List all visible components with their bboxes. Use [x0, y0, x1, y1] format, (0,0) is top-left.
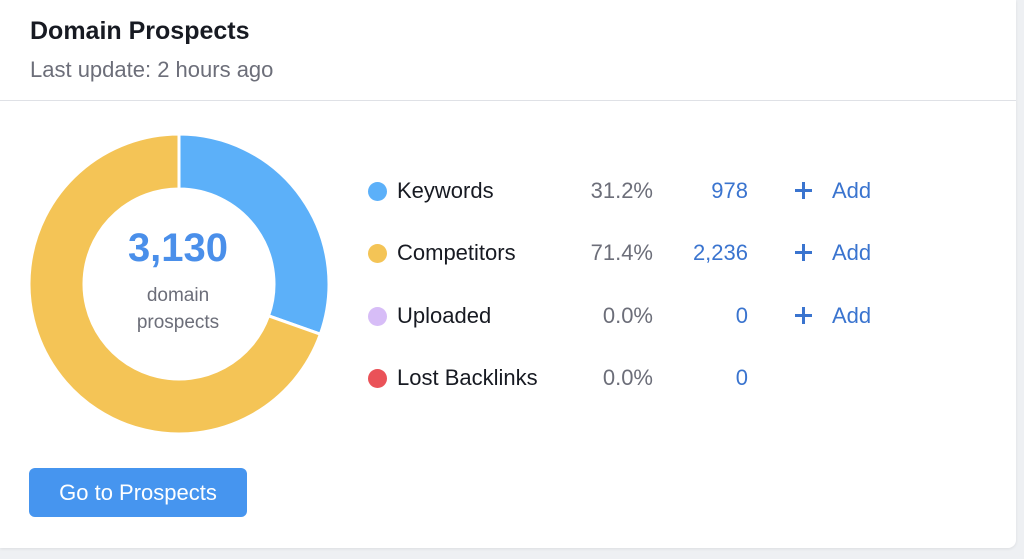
donut-slice-keywords[interactable] — [177, 133, 330, 337]
add-competitors-label: Add — [832, 240, 872, 265]
card-title: Domain Prospects — [30, 17, 250, 45]
total-prospects-label: domain prospects — [84, 282, 272, 336]
lost-backlinks-count-link[interactable]: 0 — [735, 365, 748, 390]
lost-backlinks-percent: 0.0% — [602, 365, 653, 390]
donut-center-summary: 3,130 domain prospects — [84, 228, 272, 336]
plus-icon — [795, 307, 812, 324]
uploaded-count-link[interactable]: 0 — [735, 303, 748, 328]
uploaded-percent: 0.0% — [602, 303, 653, 328]
total-label-line1: domain — [146, 285, 210, 306]
add-competitors-button[interactable]: Add — [795, 240, 871, 266]
go-to-prospects-button[interactable]: Go to Prospects — [29, 468, 247, 517]
card-header: Domain Prospects Last update: 2 hours ag… — [0, 0, 1016, 101]
competitors-count-link[interactable]: 2,236 — [692, 240, 748, 265]
add-uploaded-button[interactable]: Add — [795, 303, 871, 329]
keywords-color-dot — [368, 182, 387, 201]
legend-row-keywords: Keywords 31.2% 978 Add — [368, 171, 928, 211]
competitors-color-dot — [368, 244, 387, 263]
add-uploaded-label: Add — [832, 303, 872, 328]
uploaded-label: Uploaded — [397, 303, 492, 328]
donut-slice-competitors[interactable] — [28, 133, 323, 435]
keywords-count-link[interactable]: 978 — [711, 178, 748, 203]
legend-row-competitors: Competitors 71.4% 2,236 Add — [368, 233, 928, 273]
legend-row-uploaded: Uploaded 0.0% 0 Add — [368, 296, 928, 336]
domain-prospects-card: Domain Prospects Last update: 2 hours ag… — [0, 0, 1016, 548]
competitors-percent: 71.4% — [590, 240, 653, 265]
last-update-text: Last update: 2 hours ago — [30, 57, 274, 82]
plus-icon — [795, 244, 812, 261]
uploaded-color-dot — [368, 307, 387, 326]
add-keywords-label: Add — [832, 178, 872, 203]
prospects-donut-chart — [28, 133, 330, 435]
total-prospects-value: 3,130 — [127, 226, 229, 270]
add-keywords-button[interactable]: Add — [795, 178, 871, 204]
competitors-label: Competitors — [397, 240, 516, 265]
source-legend: Keywords 31.2% 978 Add Competitors 71.4%… — [368, 171, 928, 398]
lost-backlinks-color-dot — [368, 369, 387, 388]
legend-row-lost-backlinks: Lost Backlinks 0.0% 0 — [368, 358, 928, 398]
keywords-percent: 31.2% — [590, 178, 653, 203]
total-label-line2: prospects — [136, 312, 220, 333]
lost-backlinks-label: Lost Backlinks — [397, 365, 538, 390]
keywords-label: Keywords — [397, 178, 494, 203]
plus-icon — [795, 182, 812, 199]
